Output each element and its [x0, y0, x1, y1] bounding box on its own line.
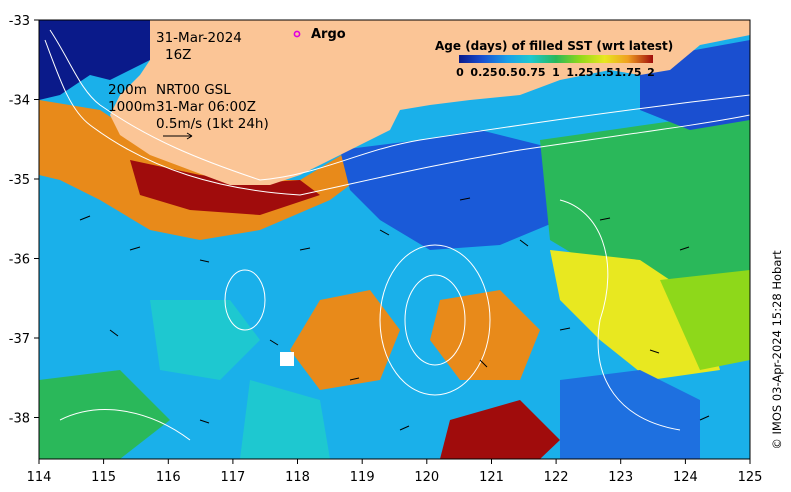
- y-tick-labels: -33 -34 -35 -36 -37 -38: [9, 14, 30, 427]
- y-tick-label: -38: [9, 412, 30, 427]
- x-tick-label: 121: [479, 470, 504, 485]
- contour-note-200m: 200m: [108, 82, 147, 98]
- legend-tick: 2: [647, 66, 655, 79]
- x-tick-label: 114: [27, 470, 52, 485]
- x-tick-label: 118: [285, 470, 310, 485]
- legend-title: Age (days) of filled SST (wrt latest): [435, 39, 673, 53]
- map-time: 16Z: [165, 47, 191, 63]
- credit-label: © IMOS 03-Apr-2024 15:28 Hobart: [770, 250, 784, 450]
- contour-note-1000m: 1000m: [108, 99, 156, 115]
- legend-tick: 1: [552, 66, 560, 79]
- x-tick-label: 117: [220, 470, 245, 485]
- x-tick-label: 124: [673, 470, 698, 485]
- y-tick-label: -34: [9, 94, 30, 109]
- legend-tick: 0.75: [518, 66, 545, 79]
- x-tick-label: 125: [738, 470, 763, 485]
- x-tick-label: 122: [544, 470, 569, 485]
- legend-tick: 0.5: [498, 66, 518, 79]
- legend-tick: 1.25: [566, 66, 593, 79]
- y-axis: [34, 19, 39, 418]
- colorbar: [459, 55, 653, 63]
- y-tick-label: -33: [9, 14, 30, 29]
- y-tick-label: -35: [9, 173, 30, 188]
- x-tick-labels: 114 115 116 117 118 119 120 121 122 123 …: [27, 470, 763, 485]
- argo-label: Argo: [311, 27, 346, 42]
- y-tick-label: -37: [9, 332, 30, 347]
- colorbar-legend: Age (days) of filled SST (wrt latest) 0 …: [435, 39, 673, 79]
- legend-tick: 1.75: [614, 66, 641, 79]
- x-tick-label: 116: [156, 470, 181, 485]
- x-tick-label: 120: [414, 470, 439, 485]
- plot-frame: [38, 19, 751, 460]
- vector-scale-arrow: [163, 132, 193, 140]
- x-tick-label: 119: [350, 470, 375, 485]
- legend-tick: 0: [456, 66, 464, 79]
- product-label: NRT00 GSL: [156, 82, 231, 98]
- legend-tick: 0.25: [470, 66, 497, 79]
- x-axis: [38, 459, 751, 464]
- map-field: [39, 20, 750, 459]
- map-date: 31-Mar-2024: [156, 30, 242, 46]
- legend-tick: 1.5: [594, 66, 614, 79]
- vector-scale-label: 0.5m/s (1kt 24h): [156, 116, 269, 132]
- product-time: 31-Mar 06:00Z: [156, 99, 256, 115]
- x-tick-label: 115: [91, 470, 116, 485]
- argo-marker[interactable]: [293, 30, 301, 38]
- x-tick-label: 123: [608, 470, 633, 485]
- y-tick-label: -36: [9, 253, 30, 268]
